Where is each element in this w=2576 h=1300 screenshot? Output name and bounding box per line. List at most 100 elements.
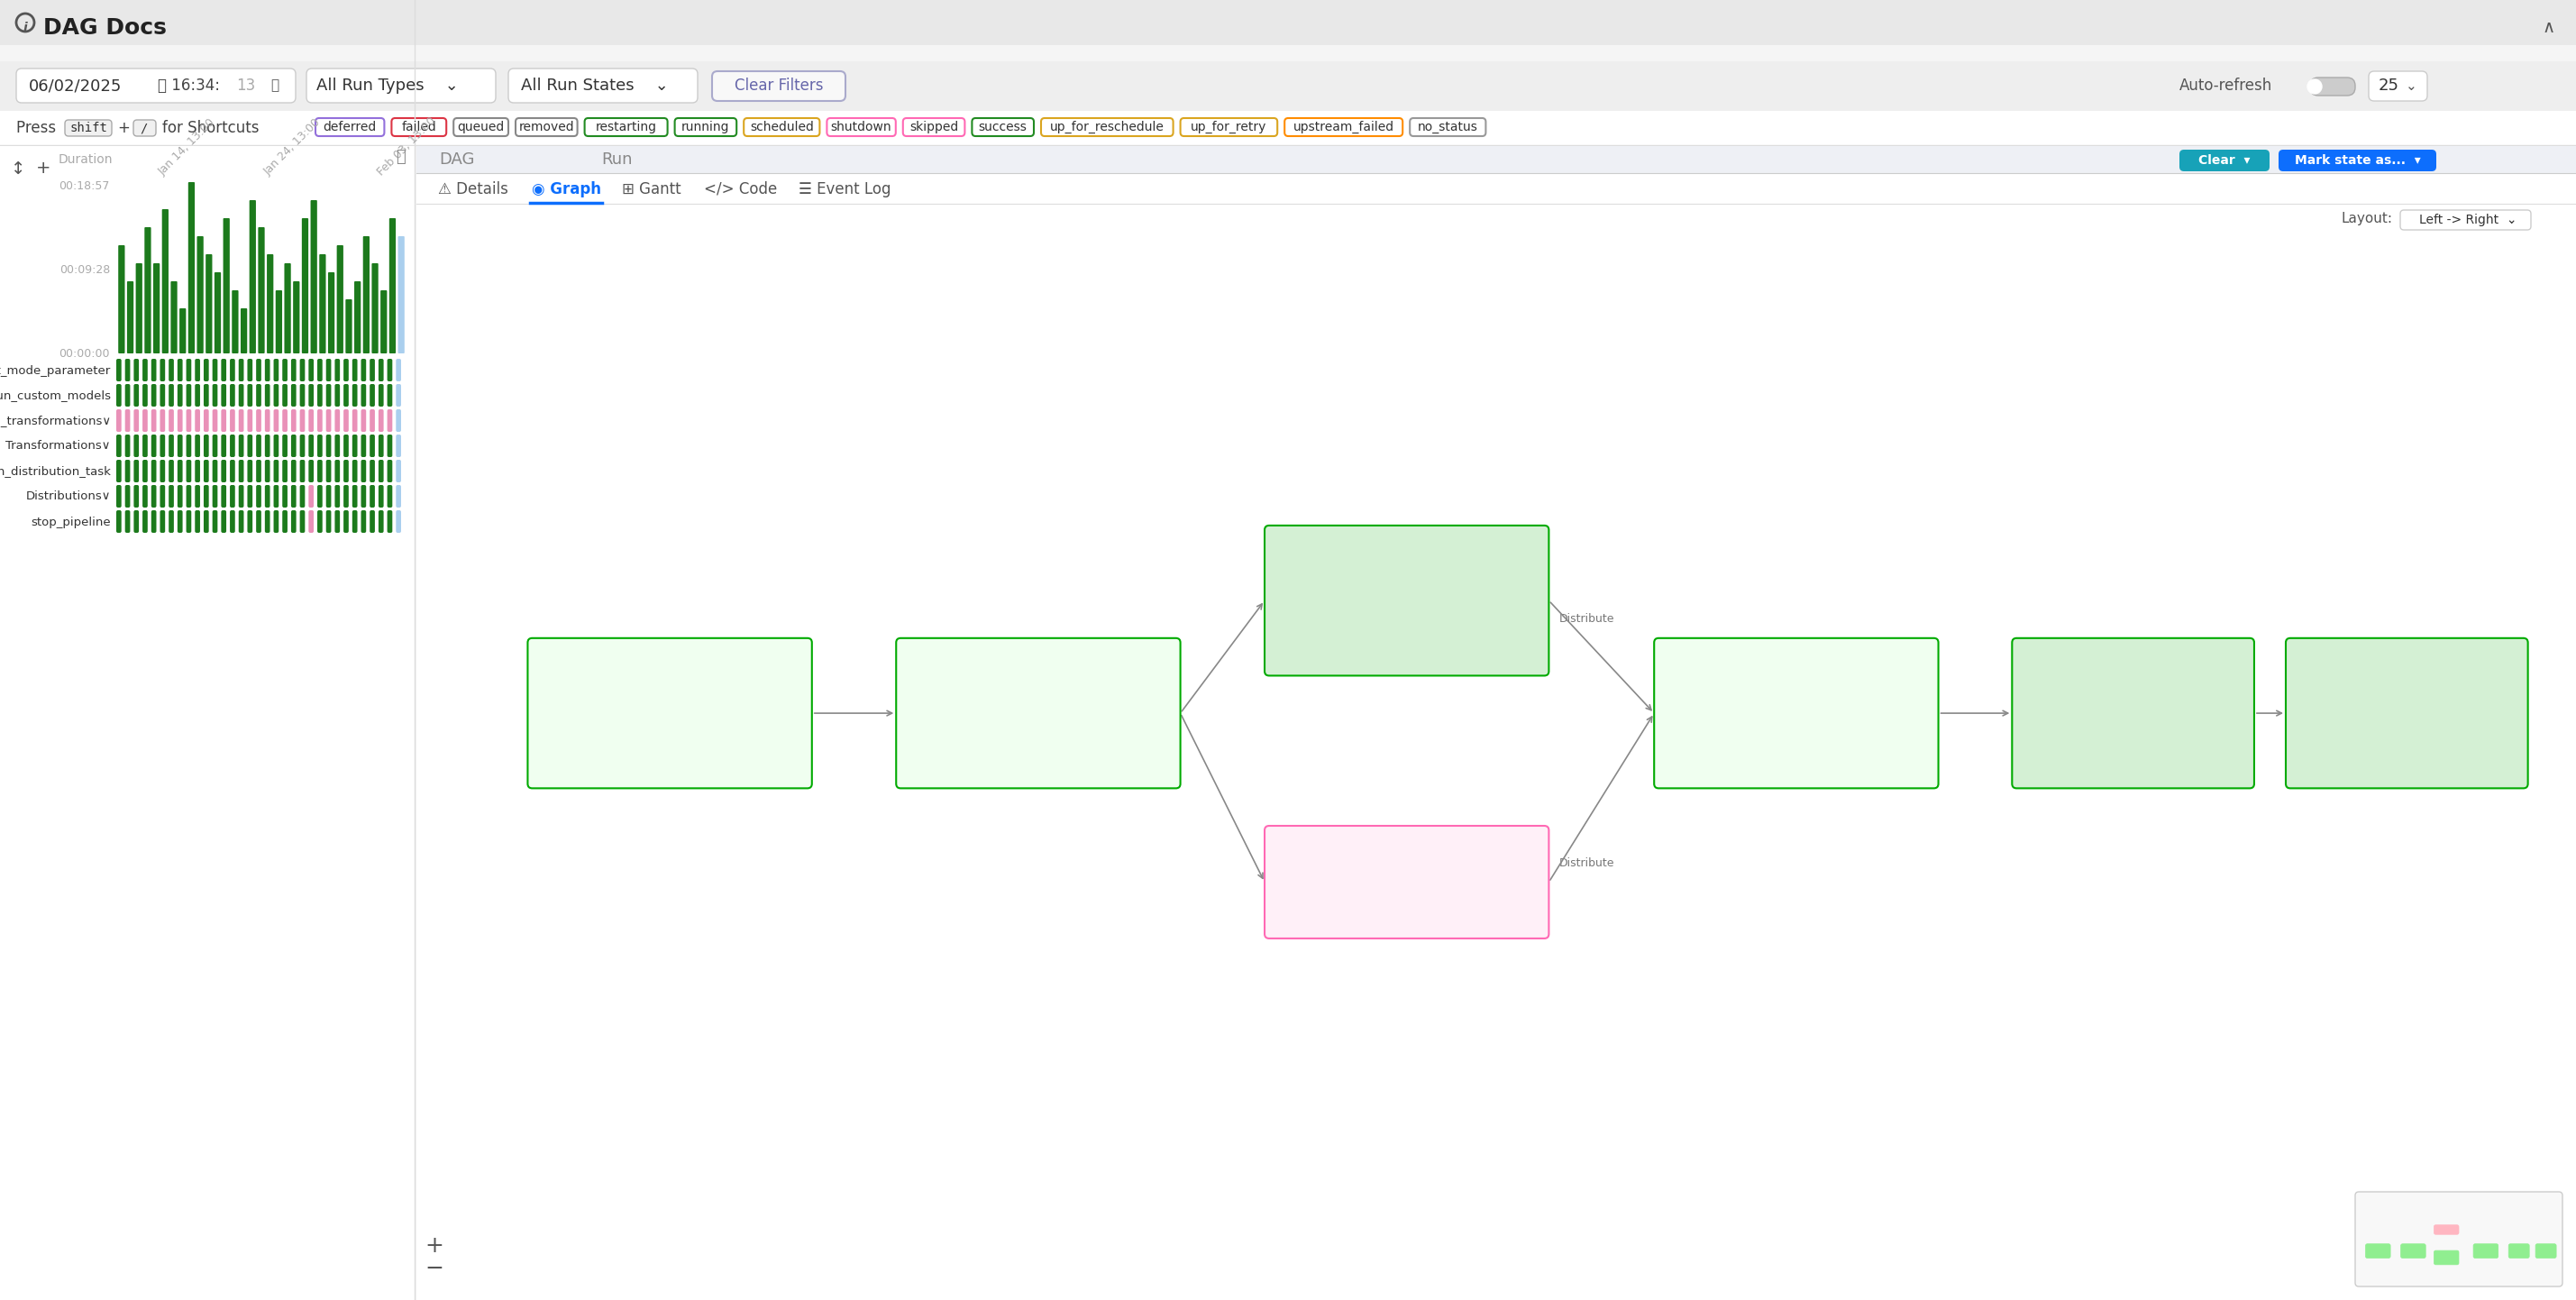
FancyBboxPatch shape — [363, 237, 368, 354]
FancyBboxPatch shape — [353, 359, 358, 381]
FancyBboxPatch shape — [265, 434, 270, 458]
FancyBboxPatch shape — [137, 263, 142, 354]
Text: Distribute: Distribute — [1558, 858, 1615, 870]
Text: ■ EmptyOperator: ■ EmptyOperator — [2293, 746, 2378, 755]
FancyBboxPatch shape — [126, 460, 131, 482]
FancyBboxPatch shape — [353, 410, 358, 432]
FancyBboxPatch shape — [711, 72, 845, 101]
FancyBboxPatch shape — [397, 359, 402, 381]
FancyBboxPatch shape — [343, 359, 348, 381]
FancyBboxPatch shape — [345, 299, 353, 354]
Text: Auto-refresh: Auto-refresh — [2179, 78, 2272, 94]
FancyBboxPatch shape — [160, 384, 165, 407]
FancyBboxPatch shape — [134, 410, 139, 432]
Text: DAG Docs: DAG Docs — [44, 17, 167, 39]
FancyBboxPatch shape — [222, 485, 227, 507]
FancyBboxPatch shape — [355, 281, 361, 354]
FancyBboxPatch shape — [0, 0, 2576, 46]
Text: ■ BranchPythonOperator: ■ BranchPythonOperator — [1273, 633, 1391, 642]
Text: ■ success: ■ success — [1662, 711, 1710, 720]
FancyBboxPatch shape — [417, 146, 2576, 1300]
FancyBboxPatch shape — [317, 359, 322, 381]
FancyBboxPatch shape — [353, 485, 358, 507]
FancyBboxPatch shape — [343, 410, 348, 432]
FancyBboxPatch shape — [126, 485, 131, 507]
FancyBboxPatch shape — [247, 460, 252, 482]
FancyBboxPatch shape — [178, 434, 183, 458]
FancyBboxPatch shape — [309, 384, 314, 407]
FancyBboxPatch shape — [307, 69, 495, 103]
FancyBboxPatch shape — [134, 120, 157, 136]
Text: skipped: skipped — [909, 121, 958, 134]
FancyBboxPatch shape — [335, 511, 340, 533]
FancyBboxPatch shape — [222, 410, 227, 432]
FancyBboxPatch shape — [222, 359, 227, 381]
FancyBboxPatch shape — [2365, 1244, 2391, 1258]
Text: queued: queued — [459, 121, 505, 134]
FancyBboxPatch shape — [162, 209, 167, 354]
FancyBboxPatch shape — [160, 434, 165, 458]
FancyBboxPatch shape — [327, 359, 332, 381]
FancyBboxPatch shape — [397, 384, 402, 407]
FancyBboxPatch shape — [222, 460, 227, 482]
FancyBboxPatch shape — [167, 384, 173, 407]
FancyBboxPatch shape — [283, 511, 289, 533]
FancyBboxPatch shape — [180, 308, 185, 354]
FancyBboxPatch shape — [299, 359, 304, 381]
FancyBboxPatch shape — [2434, 1225, 2460, 1235]
FancyBboxPatch shape — [152, 384, 157, 407]
FancyBboxPatch shape — [240, 511, 245, 533]
FancyBboxPatch shape — [971, 118, 1033, 136]
Text: Run: Run — [600, 152, 631, 168]
FancyBboxPatch shape — [397, 485, 402, 507]
FancyBboxPatch shape — [255, 511, 260, 533]
FancyBboxPatch shape — [240, 434, 245, 458]
FancyBboxPatch shape — [178, 485, 183, 507]
FancyBboxPatch shape — [309, 511, 314, 533]
FancyBboxPatch shape — [335, 359, 340, 381]
FancyBboxPatch shape — [371, 410, 376, 432]
FancyBboxPatch shape — [134, 460, 139, 482]
FancyBboxPatch shape — [247, 485, 252, 507]
FancyBboxPatch shape — [142, 434, 147, 458]
Text: Custom_transformations ∨: Custom_transformations ∨ — [1332, 835, 1481, 844]
FancyBboxPatch shape — [283, 410, 289, 432]
Text: should_run_distribution_task: should_run_distribution_task — [0, 465, 111, 477]
Text: ■ BranchPythonOperator: ■ BranchPythonOperator — [1662, 746, 1780, 755]
FancyBboxPatch shape — [178, 359, 183, 381]
FancyBboxPatch shape — [229, 434, 234, 458]
FancyBboxPatch shape — [134, 434, 139, 458]
FancyBboxPatch shape — [301, 218, 309, 354]
FancyBboxPatch shape — [255, 460, 260, 482]
FancyBboxPatch shape — [379, 410, 384, 432]
FancyBboxPatch shape — [167, 460, 173, 482]
FancyBboxPatch shape — [386, 410, 392, 432]
FancyBboxPatch shape — [317, 511, 322, 533]
FancyBboxPatch shape — [0, 146, 415, 1300]
FancyBboxPatch shape — [371, 485, 376, 507]
FancyBboxPatch shape — [265, 511, 270, 533]
FancyBboxPatch shape — [317, 410, 322, 432]
FancyBboxPatch shape — [386, 384, 392, 407]
Text: 25: 25 — [2378, 78, 2398, 94]
FancyBboxPatch shape — [327, 511, 332, 533]
Text: ■ success: ■ success — [536, 711, 585, 720]
FancyBboxPatch shape — [291, 485, 296, 507]
FancyBboxPatch shape — [222, 511, 227, 533]
FancyBboxPatch shape — [299, 384, 304, 407]
FancyBboxPatch shape — [291, 410, 296, 432]
FancyBboxPatch shape — [265, 460, 270, 482]
FancyBboxPatch shape — [142, 359, 147, 381]
FancyBboxPatch shape — [327, 485, 332, 507]
FancyBboxPatch shape — [309, 434, 314, 458]
FancyBboxPatch shape — [142, 511, 147, 533]
FancyBboxPatch shape — [240, 460, 245, 482]
FancyBboxPatch shape — [361, 359, 366, 381]
FancyBboxPatch shape — [185, 410, 191, 432]
FancyBboxPatch shape — [2311, 78, 2354, 96]
FancyBboxPatch shape — [152, 460, 157, 482]
FancyBboxPatch shape — [0, 111, 2576, 146]
FancyBboxPatch shape — [291, 384, 296, 407]
FancyBboxPatch shape — [160, 410, 165, 432]
FancyBboxPatch shape — [585, 118, 667, 136]
